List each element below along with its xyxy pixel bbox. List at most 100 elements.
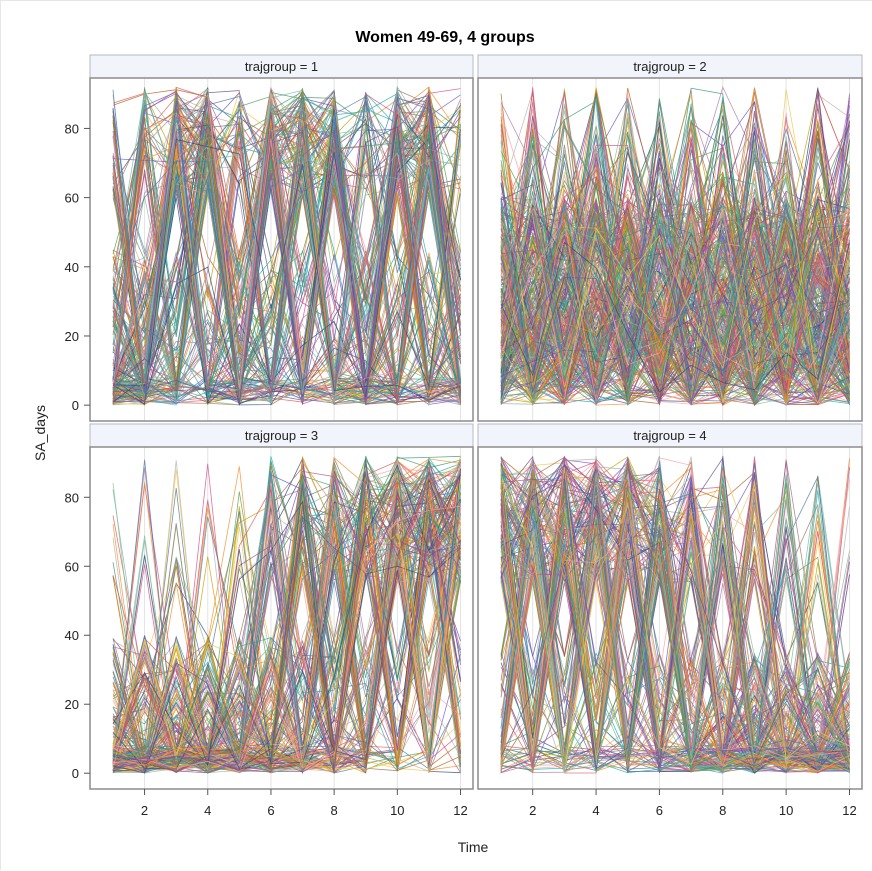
trajectory-line [500, 135, 850, 396]
trajectory-line [112, 101, 461, 405]
panel-strip-label-4: trajgroup = 4 [633, 428, 706, 443]
trajectory-line [500, 474, 850, 768]
trajectory-line [500, 460, 850, 772]
trajectory-line [500, 214, 850, 405]
x-tick-label: 6 [267, 803, 274, 818]
trajectory-line [500, 132, 850, 394]
trajectory-line [112, 99, 461, 397]
trajectory-line [500, 269, 850, 407]
trajectory-line [500, 499, 850, 773]
trajectory-line [500, 481, 850, 771]
panel-border-4 [477, 446, 863, 790]
trajectory-line [500, 93, 850, 406]
x-axis-label: Time [458, 839, 489, 855]
trajectory-line [112, 87, 461, 391]
trajectory-line [500, 460, 850, 767]
trajectories-4 [500, 455, 850, 774]
trajectory-line [500, 218, 850, 383]
trajectory-line [500, 472, 850, 774]
trajectory-line [500, 217, 850, 405]
trajectory-line [500, 127, 850, 395]
panel-strip-label-1: trajgroup = 1 [245, 59, 318, 74]
trajectory-line [500, 89, 850, 399]
y-tick-label: 60 [65, 191, 79, 206]
trajectory-line [112, 506, 461, 772]
trajectory-line [112, 478, 461, 774]
trajectory-line [500, 455, 850, 772]
x-tick-label: 10 [390, 803, 404, 818]
trajectory-line [112, 559, 461, 775]
trajectory-line [112, 521, 461, 771]
trajectory-line [500, 460, 850, 773]
trajectory-line [112, 484, 461, 772]
trajectory-line [112, 470, 461, 772]
trajectory-line [112, 456, 461, 766]
trajectory-line [500, 476, 850, 773]
trajectory-line [500, 486, 850, 773]
y-tick-label: 80 [65, 121, 79, 136]
trajectory-line [500, 466, 850, 771]
trajectory-line [112, 105, 461, 400]
trajectory-line [112, 91, 461, 399]
trajectory-line [112, 126, 461, 404]
trajectory-line [112, 478, 461, 773]
x-tick-label: 10 [779, 803, 793, 818]
trajectory-line [112, 154, 461, 398]
trajectory-line [112, 119, 461, 405]
trajectory-line [500, 474, 850, 773]
trajectory-line [112, 457, 461, 766]
trajectory-line [112, 466, 461, 774]
panel-3: trajgroup = 3 [89, 423, 474, 790]
trajectory-line [500, 476, 850, 774]
trajectory-line [500, 183, 850, 394]
trajectory-line [500, 480, 850, 770]
trajectory-line [112, 96, 461, 398]
trajectory-line [112, 86, 461, 405]
trajectory-line [500, 485, 850, 773]
y-tick-label: 80 [65, 490, 79, 505]
x-tick-label: 2 [141, 803, 148, 818]
trajectory-line [112, 89, 461, 397]
y-tick-label: 0 [72, 766, 79, 781]
trajectory-line [112, 107, 461, 396]
panel-strip-label-2: trajgroup = 2 [633, 59, 706, 74]
trajectory-line [112, 482, 461, 767]
y-tick-label: 20 [65, 329, 79, 344]
trajectory-line [112, 92, 461, 390]
y-tick-label: 40 [65, 260, 79, 275]
trajectory-line [500, 494, 850, 763]
trajectory-line [500, 467, 850, 768]
trajectory-line [500, 225, 850, 402]
x-tick-label: 12 [453, 803, 467, 818]
trajectory-line [112, 159, 461, 395]
x-tick-label: 8 [719, 803, 726, 818]
trajectory-line [500, 471, 850, 764]
trajectory-line [112, 92, 461, 381]
x-tick-label: 2 [529, 803, 536, 818]
trajectory-line [112, 509, 461, 772]
trajectory-line [500, 473, 850, 768]
trajectory-line [500, 489, 850, 770]
trajectory-line [500, 122, 850, 403]
trajectory-line [500, 513, 850, 765]
trajectory-line [112, 129, 461, 406]
x-tick-label: 6 [656, 803, 663, 818]
trajectory-line [112, 90, 461, 405]
trajectory-line [500, 479, 850, 769]
trajectory-line [500, 112, 850, 405]
panel-2: trajgroup = 2 [477, 54, 863, 422]
trajectory-line [112, 94, 461, 397]
panel-4: trajgroup = 4 [477, 423, 863, 790]
panel-border-3 [89, 446, 474, 790]
trajectory-line [112, 512, 461, 772]
trajectory-line [112, 471, 461, 773]
trajectory-line [112, 139, 461, 405]
chart-title: Women 49-69, 4 groups [355, 29, 534, 46]
trajectory-line [500, 149, 850, 407]
trajectory-line [500, 173, 850, 401]
y-axis-label: SA_days [32, 405, 48, 461]
trajectory-line [500, 100, 850, 406]
trajectories-3 [112, 455, 461, 775]
